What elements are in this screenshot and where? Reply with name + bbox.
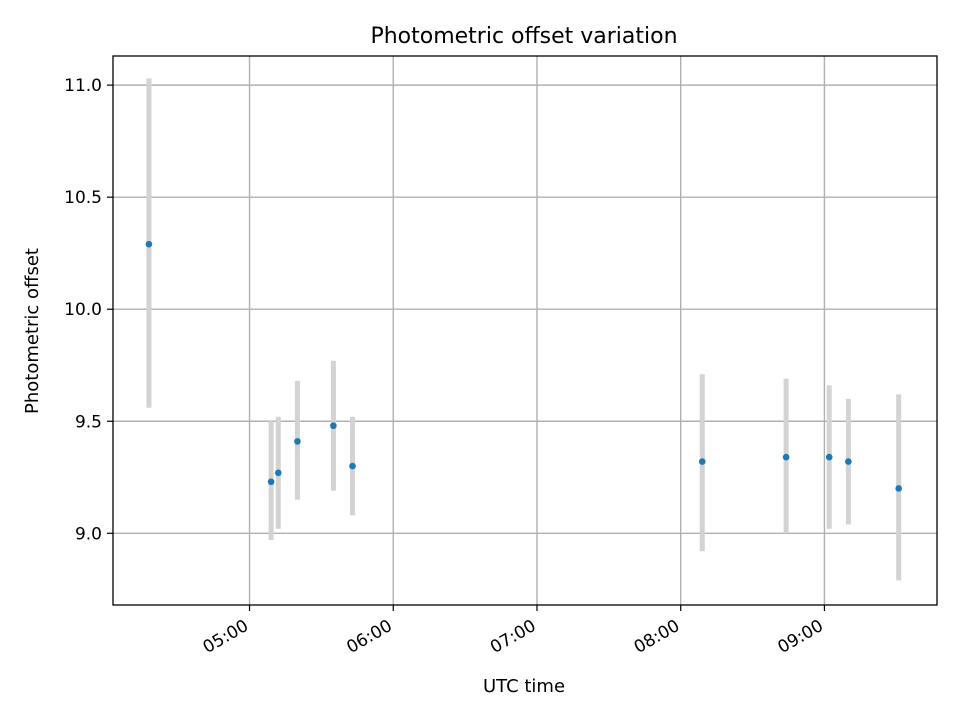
data-points [145,240,902,492]
y-axis: 9.0 9.5 10.0 10.5 11.0 [64,76,113,544]
error-bars [146,78,902,581]
chart-title: Photometric offset variation [370,24,677,49]
y-tick-label: 10.0 [64,300,102,320]
x-tick-label: 06:00 [343,616,395,658]
data-point [274,469,282,477]
data-point [825,453,833,461]
x-tick-label: 05:00 [200,616,252,658]
y-tick-label: 10.5 [64,188,102,208]
data-point [145,240,153,248]
data-point [330,422,337,430]
grid [113,56,937,605]
y-tick-label: 11.0 [64,76,102,96]
data-point [294,438,301,445]
y-tick-label: 9.5 [75,412,102,432]
x-tick-label: 07:00 [487,616,539,658]
y-axis-label: Photometric offset [22,248,43,414]
data-point [698,458,706,465]
x-axis-label: UTC time [483,676,565,697]
x-tick-label: 08:00 [631,616,683,658]
data-point [782,453,790,461]
data-point [895,485,902,492]
x-tick-label: 09:00 [774,616,826,658]
data-point [845,458,852,465]
x-axis: 05:00 06:00 07:00 08:00 09:00 [200,605,827,658]
data-point [349,462,356,470]
data-point [267,478,275,486]
y-tick-label: 9.0 [75,524,102,544]
plot-frame [112,55,938,606]
